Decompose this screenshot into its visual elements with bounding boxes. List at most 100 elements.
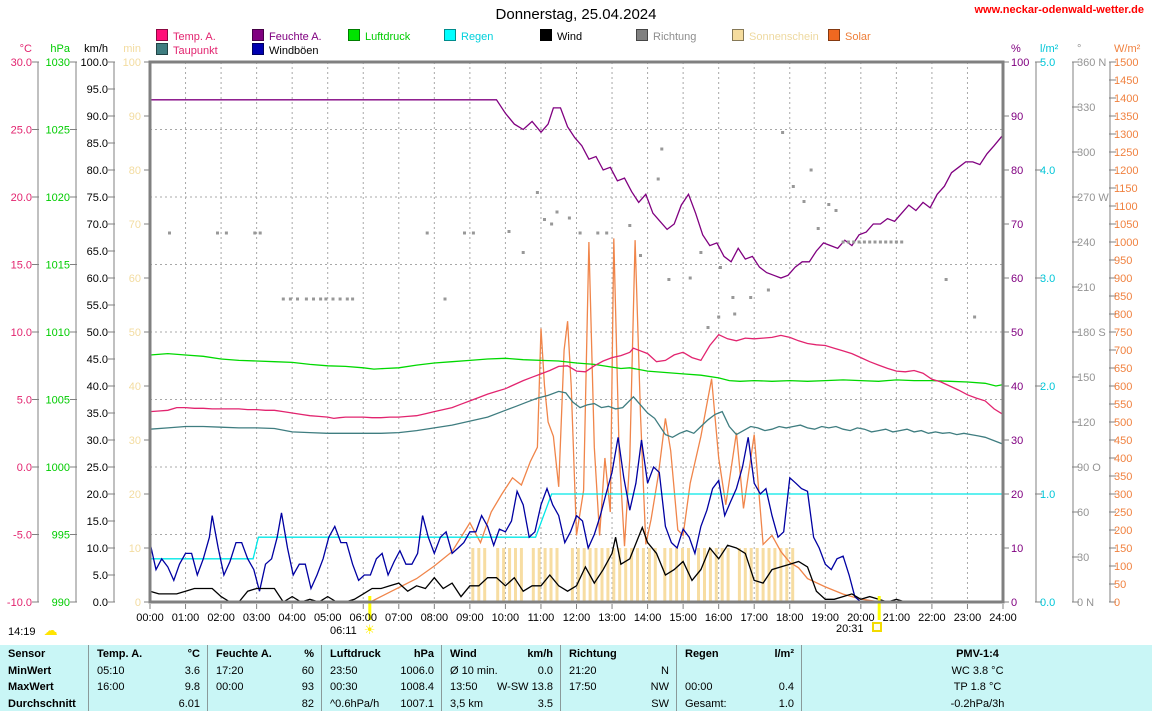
svg-text:3.0: 3.0 bbox=[1040, 273, 1055, 285]
svg-text:70: 70 bbox=[129, 219, 141, 231]
svg-text:70: 70 bbox=[1011, 219, 1023, 231]
table-row: TP 1.8 °C bbox=[802, 679, 1152, 695]
svg-text:800: 800 bbox=[1114, 309, 1132, 321]
axis-c-left0: 30.0 25.0 20.0 15.0 10.0 5.0 0.0 -5.0 -10.0 °C bbox=[7, 43, 39, 609]
svg-text:90.0: 90.0 bbox=[87, 111, 108, 123]
svg-text:19:00: 19:00 bbox=[812, 612, 840, 624]
website-link[interactable]: www.neckar-odenwald-wetter.de bbox=[974, 4, 1144, 16]
svg-text:1050: 1050 bbox=[1114, 219, 1138, 231]
axis-l-m-right1: 5.0 4.0 3.0 2.0 1.0 0.0 l/m² bbox=[1035, 43, 1059, 609]
svg-text:0.0: 0.0 bbox=[17, 462, 32, 474]
table-cell: 0.0 bbox=[537, 664, 553, 677]
svg-text:20.0: 20.0 bbox=[87, 489, 108, 501]
svg-text:120: 120 bbox=[1077, 417, 1095, 429]
svg-text:1500: 1500 bbox=[1114, 57, 1138, 69]
table-cell: -0.2hPa/3h bbox=[950, 697, 1005, 710]
table-cell: Ø 10 min. bbox=[450, 664, 498, 677]
table-row: 05:10 3.6 bbox=[89, 663, 208, 679]
table-cell: 17:20 bbox=[216, 664, 244, 677]
table-row: MaxWert bbox=[8, 681, 54, 693]
svg-text:11:00: 11:00 bbox=[528, 612, 555, 624]
table-header: Regen bbox=[685, 648, 719, 660]
table-row: Durchschnitt bbox=[8, 697, 76, 710]
table-row: 00:00 0.4 bbox=[677, 679, 802, 695]
table-row: 23:50 1006.0 bbox=[322, 663, 442, 679]
table-row: PMV-1:4 bbox=[802, 646, 1152, 662]
svg-text:80: 80 bbox=[1011, 165, 1023, 177]
svg-text:400: 400 bbox=[1114, 453, 1132, 465]
axis-hpa-left1: 1030 1025 1020 1015 1010 1005 1000 995 990 hPa bbox=[46, 43, 77, 609]
table-cell: N bbox=[661, 664, 669, 677]
svg-text:250: 250 bbox=[1114, 507, 1132, 519]
table-cell: 23:50 bbox=[330, 664, 358, 677]
table-cell: Gesamt: bbox=[685, 697, 727, 710]
table-cell: 17:50 bbox=[569, 681, 597, 693]
table-cell: 1006.0 bbox=[400, 664, 434, 677]
svg-text:990: 990 bbox=[52, 597, 70, 609]
svg-text:1100: 1100 bbox=[1114, 201, 1138, 213]
table-cell: W-SW 13.8 bbox=[496, 681, 553, 693]
svg-text:100: 100 bbox=[1114, 561, 1132, 573]
svg-text:0 N: 0 N bbox=[1077, 597, 1094, 609]
svg-text:30: 30 bbox=[129, 435, 141, 447]
svg-text:00:00: 00:00 bbox=[136, 612, 164, 624]
svg-text:240: 240 bbox=[1077, 237, 1095, 249]
svg-text:10.0: 10.0 bbox=[11, 327, 32, 339]
table-row: Temp. A. °C bbox=[89, 646, 208, 662]
sunset-marker bbox=[877, 596, 881, 620]
table-cell: 60 bbox=[301, 664, 314, 677]
table-row: Regen l/m² bbox=[677, 646, 802, 662]
table-col-sensor: Sensor MinWert MaxWert Durchschnitt bbox=[0, 645, 88, 711]
table-cell: 1008.4 bbox=[400, 681, 434, 693]
svg-text:45.0: 45.0 bbox=[87, 354, 108, 366]
axis-unit-c: °C bbox=[20, 43, 32, 55]
table-row: Richtung bbox=[561, 646, 677, 662]
svg-text:18:00: 18:00 bbox=[776, 612, 804, 624]
svg-text:1200: 1200 bbox=[1114, 165, 1138, 177]
svg-text:30.0: 30.0 bbox=[11, 57, 32, 69]
series-taupunkt bbox=[149, 390, 1004, 445]
svg-text:30.0: 30.0 bbox=[87, 435, 108, 447]
svg-text:75.0: 75.0 bbox=[87, 192, 108, 204]
table-col-luftdruck: Luftdruck hPa 23:50 1006.0 00:30 1008.4 ^0.6hP… bbox=[321, 645, 442, 711]
sunrise-icon: ☀ bbox=[363, 622, 376, 637]
table-row: SW bbox=[561, 696, 677, 712]
table-unit: l/m² bbox=[774, 648, 794, 660]
svg-text:2.0: 2.0 bbox=[1040, 381, 1055, 393]
table-cell: 21:20 bbox=[569, 664, 597, 677]
axis-km-h-left2: 100.0 95.0 90.0 85.0 80.0 75.0 70.0 65.0 60.0 55.… bbox=[80, 43, 115, 609]
svg-text:10.0: 10.0 bbox=[87, 543, 108, 555]
axis-unit-hpa: hPa bbox=[50, 43, 70, 55]
svg-text:40: 40 bbox=[1011, 381, 1023, 393]
svg-text:60: 60 bbox=[1011, 273, 1023, 285]
svg-text:24:00: 24:00 bbox=[989, 612, 1017, 624]
page-title: Donnerstag, 25.04.2024 bbox=[495, 6, 657, 23]
svg-text:20: 20 bbox=[129, 489, 141, 501]
table-cell: 00:00 bbox=[216, 681, 244, 693]
table-row: 6.01 bbox=[89, 696, 208, 712]
observation-time: 14:19 ☁ bbox=[8, 622, 58, 639]
table-cell: 3,5 km bbox=[450, 697, 484, 710]
svg-text:02:00: 02:00 bbox=[207, 612, 235, 624]
svg-text:70.0: 70.0 bbox=[87, 219, 108, 231]
svg-text:15.0: 15.0 bbox=[11, 260, 32, 272]
observation-time-label: 14:19 bbox=[8, 626, 36, 638]
sunrise-time-label: 06:11 bbox=[330, 625, 357, 637]
table-row: Gesamt: 1.0 bbox=[677, 696, 802, 712]
table-row: 00:00 93 bbox=[208, 679, 322, 695]
svg-text:40.0: 40.0 bbox=[87, 381, 108, 393]
table-row: MinWert bbox=[8, 664, 52, 677]
svg-text:200: 200 bbox=[1114, 525, 1132, 537]
svg-text:30: 30 bbox=[1077, 552, 1089, 564]
svg-text:35.0: 35.0 bbox=[87, 408, 108, 420]
svg-text:90 O: 90 O bbox=[1077, 462, 1101, 474]
table-cell: 0.4 bbox=[778, 681, 794, 693]
svg-text:150: 150 bbox=[1114, 543, 1132, 555]
table-col-pmv-1-4: PMV-1:4 WC 3.8 °C TP 1.8 °C -0.2hPa/3h bbox=[801, 645, 1152, 711]
svg-text:0: 0 bbox=[1011, 597, 1017, 609]
svg-text:1000: 1000 bbox=[1114, 237, 1138, 249]
table-unit: % bbox=[304, 648, 314, 660]
svg-text:50: 50 bbox=[1011, 327, 1023, 339]
